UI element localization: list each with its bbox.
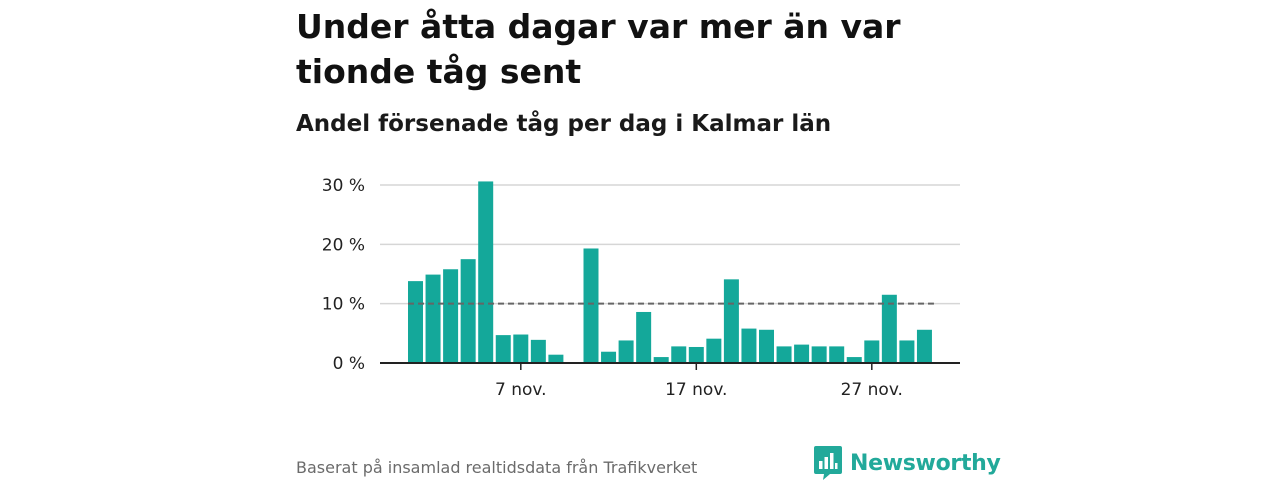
bar xyxy=(759,329,774,363)
bar xyxy=(706,338,722,363)
bar xyxy=(530,339,546,363)
bar xyxy=(513,334,529,363)
bar xyxy=(478,181,494,363)
x-tick-label: 17 nov. xyxy=(665,380,727,400)
bar xyxy=(460,259,476,363)
y-tick-label: 0 % xyxy=(333,354,365,374)
bar xyxy=(688,346,704,363)
bar xyxy=(794,344,810,363)
newsworthy-logo-icon xyxy=(814,446,842,480)
bar xyxy=(618,340,634,363)
brand-name: Newsworthy xyxy=(850,450,1001,476)
bar xyxy=(601,351,617,363)
x-axis: 7 nov. 17 nov. 27 nov. xyxy=(380,362,960,400)
bar-chart: 0 % 10 % 20 % 30 % 7 nov. 17 nov. 27 nov. xyxy=(322,176,960,400)
bar xyxy=(425,274,441,363)
bar xyxy=(881,294,897,363)
bar xyxy=(846,357,862,363)
bar xyxy=(671,346,687,363)
bar xyxy=(495,335,511,363)
newsworthy-brand: Newsworthy xyxy=(814,446,1001,480)
y-tick-label: 10 % xyxy=(322,295,365,315)
bar xyxy=(443,269,459,363)
bar xyxy=(776,346,792,363)
bar xyxy=(548,354,564,363)
x-tick-label: 7 nov. xyxy=(495,380,547,400)
bar xyxy=(408,281,423,363)
bar xyxy=(741,328,757,363)
bar xyxy=(653,357,669,363)
bar xyxy=(811,346,827,363)
bar xyxy=(916,329,932,363)
y-tick-label: 20 % xyxy=(322,235,365,255)
bar xyxy=(829,346,845,363)
bars xyxy=(408,181,932,363)
bar xyxy=(864,340,880,363)
chart-subtitle: Andel försenade tåg per dag i Kalmar län xyxy=(296,111,832,137)
x-tick-label: 27 nov. xyxy=(841,380,903,400)
y-tick-label: 30 % xyxy=(322,176,365,196)
bar xyxy=(899,340,915,363)
bar xyxy=(723,279,739,363)
y-axis-labels: 0 % 10 % 20 % 30 % xyxy=(322,176,365,374)
chart-title: Under åtta dagar var mer än var tionde t… xyxy=(296,7,901,91)
bar xyxy=(583,248,599,363)
source-note: Baserat på insamlad realtidsdata från Tr… xyxy=(296,458,698,477)
bar xyxy=(636,311,652,363)
